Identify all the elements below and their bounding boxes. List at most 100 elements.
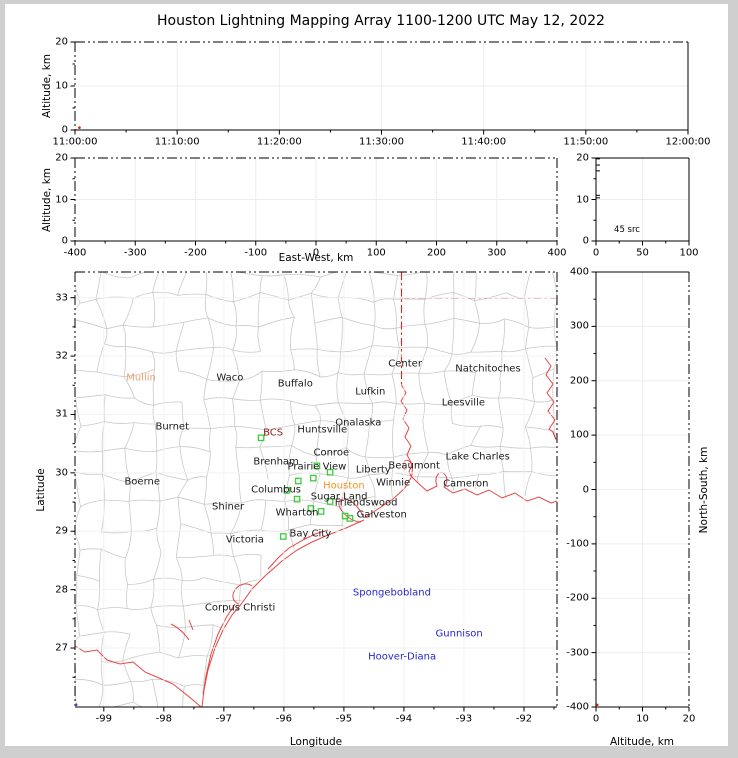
plan-view-xtick-label: -99: [95, 713, 112, 725]
map-label-bcs: BCS: [263, 427, 284, 439]
ns-height-xtick-label: 0: [592, 713, 600, 725]
map-label-houston: Houston: [323, 480, 365, 492]
map-label-shiner: Shiner: [212, 501, 245, 513]
source-histogram-ytick-label: 0: [582, 235, 589, 247]
time-height-xtick-label: 11:30:00: [359, 136, 404, 148]
source-histogram-xtick-label: 100: [679, 247, 699, 259]
plan-view-ytick-label: 30: [55, 467, 68, 479]
map-label-center: Center: [388, 358, 422, 370]
map-label-galveston: Galveston: [356, 509, 407, 521]
ew-height-xtick-label: -300: [123, 247, 147, 259]
map-label-wharton: Wharton: [275, 507, 319, 519]
panel-ns-height: [591, 271, 690, 712]
plan-view-xtick-label: -98: [155, 713, 172, 725]
county-lines: [75, 272, 557, 707]
ew-height-xtick-label: 400: [547, 247, 567, 259]
source-histogram-xtick-label: 0: [592, 247, 600, 259]
panel-ew-height: [70, 157, 558, 246]
ew-height-ytick-label: 0: [61, 235, 68, 247]
ns-height-ytick-label: 100: [569, 429, 589, 441]
ew-height-xtick-label: 100: [366, 247, 386, 259]
panel-source-histogram: [591, 157, 690, 246]
map-label-brenham: Brenham: [253, 456, 299, 468]
time-height-ytick-label: 20: [55, 36, 68, 48]
plan-view-ytick-label: 29: [55, 525, 68, 537]
source-count-annotation: 45 src: [614, 225, 640, 235]
ns-height-ytick-label: 300: [569, 320, 589, 332]
lma-station-marker: [346, 515, 354, 522]
map-label-winnie: Winnie: [376, 477, 411, 489]
plan-view-xtick-label: -97: [215, 713, 233, 725]
ns-height-ytick-label: 0: [582, 484, 589, 495]
ns-height-ytick-label: 200: [569, 375, 589, 387]
map-label-mullin: Mullin: [126, 372, 156, 384]
map-label-natchitoches: Natchitoches: [455, 363, 521, 375]
map-label-spongebobland: Spongebobland: [352, 587, 431, 599]
map-label-cameron: Cameron: [443, 478, 489, 490]
map-label-bay-city: Bay City: [289, 528, 332, 540]
source-dot: [74, 703, 78, 706]
lma-station-marker: [307, 505, 315, 512]
ew-height-ytick-label: 10: [55, 194, 68, 205]
ns-height-ytick-label: -100: [566, 538, 589, 550]
figure-background: [5, 4, 728, 746]
plot-title: Houston Lightning Mapping Array 1100-120…: [157, 13, 605, 29]
plan-view-xtick-label: -96: [275, 713, 293, 725]
map-layers: [74, 272, 558, 708]
ns-height-ytick-label: 400: [569, 266, 589, 278]
time-panel-ylabel: Altitude, km: [41, 53, 53, 119]
map-label-liberty: Liberty: [355, 464, 391, 476]
ew-panel-ylabel: Altitude, km: [41, 167, 53, 232]
map-label-columbus: Columbus: [251, 484, 302, 496]
ns-height-ytick-label: -400: [566, 701, 589, 713]
map-label-burnet: Burnet: [155, 421, 190, 433]
ns-panel-ylabel: North-South, km: [698, 446, 710, 533]
plan-view-ytick-label: 33: [55, 292, 68, 304]
ew-height-xtick-label: -100: [244, 247, 268, 259]
ew-panel-xlabel: East-West, km: [278, 252, 354, 264]
time-height-xtick-label: 11:40:00: [461, 136, 507, 148]
lma-station-marker: [279, 533, 287, 540]
time-height-ytick-label: 0: [61, 124, 68, 136]
time-height-xtick-label: 12:00:00: [665, 136, 711, 148]
lma-station-marker: [326, 468, 334, 476]
state-borders-and-coastline: [74, 272, 558, 708]
plan-view-ytick-label: 31: [55, 408, 68, 420]
map-label-onalaska: Onalaska: [335, 417, 382, 429]
map-label-victoria: Victoria: [225, 534, 264, 546]
ew-height-ytick-label: 20: [55, 152, 68, 164]
ns-height-xtick-label: 20: [682, 713, 696, 725]
source-dot: [596, 703, 599, 707]
ew-height-xtick-label: 200: [426, 247, 447, 259]
lma-station-marker: [326, 498, 334, 505]
source-dot: [78, 126, 81, 129]
lma-station-marker: [309, 474, 317, 482]
map-label-leesville: Leesville: [441, 397, 486, 409]
map-label-corpus-christi: Corpus Christi: [204, 602, 276, 614]
panel-time-height: [70, 41, 689, 135]
map-label-friendswood: Friendswood: [334, 497, 398, 509]
ns-panel-xlabel: Altitude, km: [609, 736, 675, 748]
lma-station-marker: [257, 434, 265, 442]
map-label-huntsville: Huntsville: [297, 424, 348, 436]
ns-height-ytick-label: -200: [566, 592, 589, 604]
time-height-xtick-label: 11:50:00: [563, 136, 609, 148]
map-label-beaumont: Beaumont: [388, 460, 440, 472]
time-height-xtick-label: 11:00:00: [52, 136, 98, 148]
map-label-buffalo: Buffalo: [277, 378, 313, 390]
ew-height-xtick-label: -400: [63, 247, 87, 259]
map-label-boerne: Boerne: [124, 476, 160, 488]
map-label-hoover-diana: Hoover-Diana: [368, 651, 437, 663]
lma-station-marker: [294, 477, 302, 485]
ew-height-xtick-label: 0: [312, 247, 320, 259]
plan-view-ytick-label: 32: [55, 350, 68, 362]
lma-station-marker: [313, 462, 321, 470]
map-label-waco: Waco: [216, 372, 244, 384]
time-height-xtick-label: 11:20:00: [256, 136, 302, 148]
source-histogram-ytick-label: 20: [576, 152, 589, 164]
map-label-conroe: Conroe: [313, 447, 350, 459]
map-label-gunnison: Gunnison: [435, 628, 483, 640]
plan-view-ytick-label: 27: [55, 642, 68, 654]
